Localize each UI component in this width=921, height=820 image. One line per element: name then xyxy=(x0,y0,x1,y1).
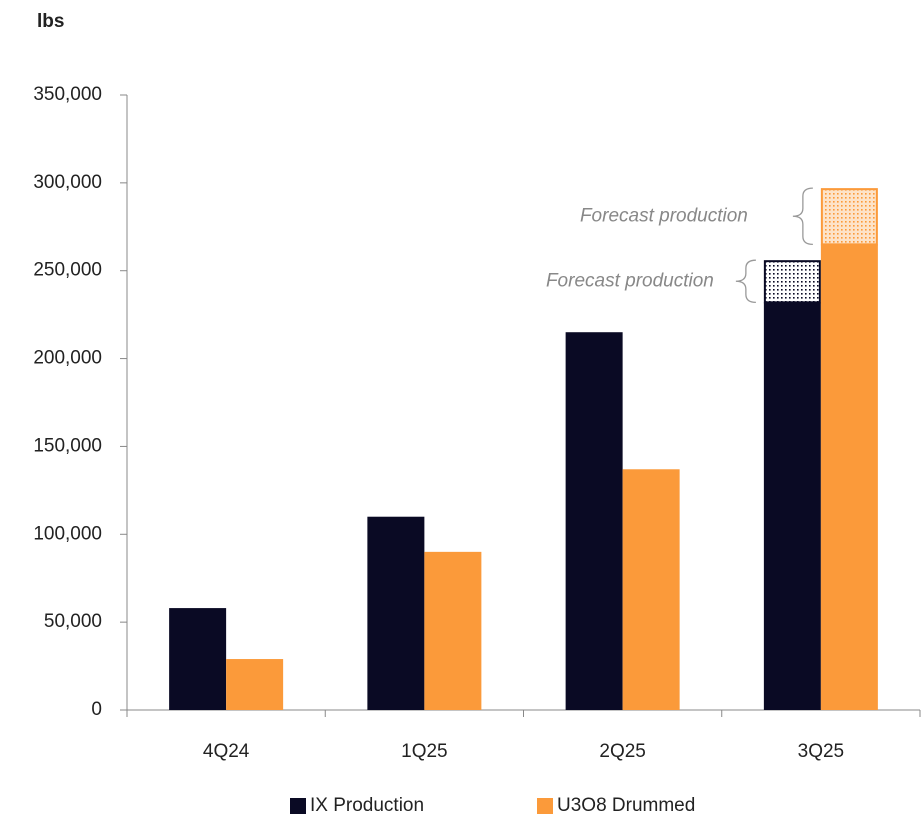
bar xyxy=(169,608,227,710)
bar xyxy=(367,516,425,710)
forecast-bar xyxy=(820,188,878,246)
annotation: Forecast production xyxy=(580,205,748,226)
legend-label: IX Production xyxy=(310,795,424,816)
y-tick-label: 50,000 xyxy=(44,611,102,632)
brace xyxy=(792,187,813,246)
y-tick-label: 150,000 xyxy=(33,435,102,456)
bar xyxy=(424,551,482,710)
x-tick-label: 1Q25 xyxy=(401,741,447,762)
y-tick-label: 100,000 xyxy=(33,523,102,544)
y-tick-label: 250,000 xyxy=(33,260,102,281)
x-tick-label: 3Q25 xyxy=(798,741,844,762)
y-axis-title: lbs xyxy=(37,11,64,32)
y-tick-label: 0 xyxy=(91,699,102,720)
legend-swatch xyxy=(537,798,553,814)
forecast-bar xyxy=(763,260,821,304)
bar xyxy=(226,659,284,710)
y-tick-label: 300,000 xyxy=(33,172,102,193)
annotation: Forecast production xyxy=(546,270,714,291)
bar xyxy=(820,244,878,710)
bar xyxy=(622,469,680,710)
brace xyxy=(735,259,756,303)
y-tick-label: 200,000 xyxy=(33,348,102,369)
bar xyxy=(763,302,821,710)
legend-label: U3O8 Drummed xyxy=(557,795,695,816)
bar xyxy=(565,332,623,710)
legend-swatch xyxy=(290,798,306,814)
x-tick-label: 4Q24 xyxy=(203,741,250,762)
y-tick-label: 350,000 xyxy=(33,84,102,105)
x-tick-label: 2Q25 xyxy=(599,741,645,762)
